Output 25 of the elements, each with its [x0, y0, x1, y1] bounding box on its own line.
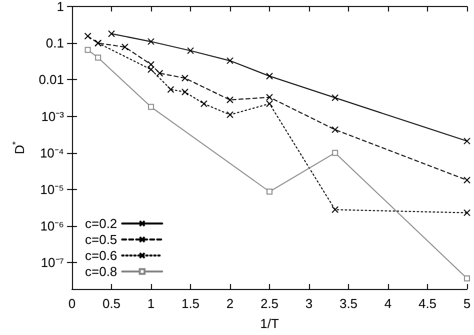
- x-tick-label: 0: [68, 296, 76, 311]
- x-tick-label: 3: [305, 296, 313, 311]
- x-tick-label: 2: [226, 296, 234, 311]
- x-tick-label: 1: [147, 296, 155, 311]
- x-tick-label: 0.5: [102, 296, 121, 311]
- y-tick-label: 10⁻⁵: [40, 182, 64, 197]
- x-tick-label: 2.5: [260, 296, 279, 311]
- x-axis-title: 1/T: [260, 316, 279, 331]
- y-tick-label: 10⁻⁴: [40, 145, 64, 160]
- x-tick-label: 3.5: [339, 296, 358, 311]
- x-tick-label: 1.5: [181, 296, 200, 311]
- y-tick-label: 1: [56, 0, 64, 14]
- y-tick-label: 10⁻³: [41, 108, 65, 124]
- x-tick-label: 4: [384, 296, 392, 311]
- legend-label: c=0.6: [84, 248, 118, 263]
- y-axis-title: D*: [10, 140, 27, 154]
- legend-label: c=0.5: [84, 232, 118, 247]
- x-tick-label: 5: [463, 296, 471, 311]
- y-tick-label: 0.1: [46, 36, 64, 51]
- legend-label: c=0.8: [84, 264, 118, 279]
- y-tick-label: 10⁻⁷: [40, 255, 64, 270]
- y-tick-label: 10⁻⁶: [40, 218, 64, 234]
- x-tick-label: 4.5: [418, 296, 437, 311]
- y-tick-label: 0.01: [38, 72, 64, 88]
- legend-label: c=0.2: [84, 216, 118, 231]
